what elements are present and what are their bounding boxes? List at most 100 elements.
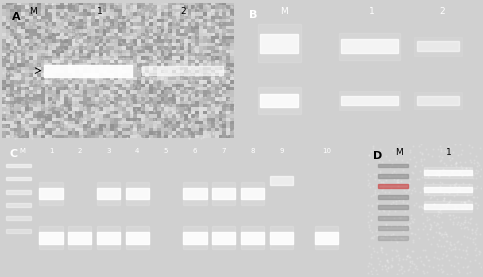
Text: M: M [28,7,36,16]
Point [185,111,193,116]
Point [416,169,424,173]
Point [418,163,426,167]
Point [39,84,46,88]
Point [443,202,451,206]
Point [413,256,421,260]
Point [32,21,40,25]
Point [125,9,132,13]
Point [1,97,9,101]
Point [43,18,51,22]
Point [65,94,73,99]
Point [406,220,414,225]
Point [403,247,411,252]
Point [61,114,69,118]
Point [365,180,372,185]
Point [445,199,453,204]
Point [69,119,77,124]
Point [164,50,172,54]
Point [92,60,99,65]
Point [472,222,480,227]
Point [174,117,182,122]
Bar [126,232,149,244]
Point [127,108,135,112]
Point [383,258,390,263]
Point [60,105,68,110]
Point [432,223,440,228]
Point [25,102,33,107]
Point [461,234,469,238]
Text: 6: 6 [193,148,197,154]
Point [473,195,481,199]
Point [76,29,84,33]
Point [32,74,40,78]
Point [126,95,134,99]
Point [30,66,38,70]
Point [419,151,426,155]
Point [447,247,455,252]
Point [72,116,80,120]
Point [426,227,433,232]
Point [36,127,43,131]
Point [182,37,190,41]
Point [229,128,237,132]
Point [0,54,7,59]
Point [80,22,88,26]
Point [145,135,153,140]
Point [230,104,238,109]
Point [368,217,375,222]
Point [7,94,15,98]
Point [437,211,444,216]
Point [415,144,423,148]
Point [48,2,56,6]
Point [467,217,474,221]
Point [453,161,460,165]
Point [440,172,448,176]
Point [472,246,480,251]
Point [51,53,59,58]
Point [387,202,395,207]
Point [398,158,406,162]
Point [445,212,453,217]
Point [190,46,198,50]
Point [22,87,29,91]
Point [383,266,390,271]
Point [34,130,42,134]
Point [14,90,21,94]
Point [388,171,396,175]
Point [26,118,33,123]
Point [404,238,412,242]
Point [191,3,199,7]
Point [411,163,419,168]
Point [178,119,185,124]
Point [155,54,163,59]
Point [230,67,238,72]
Point [442,254,450,258]
Point [433,197,440,201]
Point [7,36,15,41]
Point [123,17,130,21]
Point [443,272,451,276]
Point [451,142,458,147]
Point [368,235,375,240]
Point [383,259,391,263]
Point [84,28,92,33]
Point [95,42,103,47]
Point [427,223,435,228]
Point [438,231,446,236]
Point [412,200,420,205]
Point [16,55,24,59]
Point [407,231,415,236]
Point [73,2,81,6]
Point [126,14,133,18]
Point [116,58,124,63]
Point [15,30,23,34]
Point [461,201,469,205]
Point [71,37,78,42]
Point [187,120,195,125]
Point [371,192,379,196]
Point [477,174,483,179]
Point [40,126,47,131]
Point [373,250,381,255]
Point [443,239,451,243]
Point [159,118,167,122]
